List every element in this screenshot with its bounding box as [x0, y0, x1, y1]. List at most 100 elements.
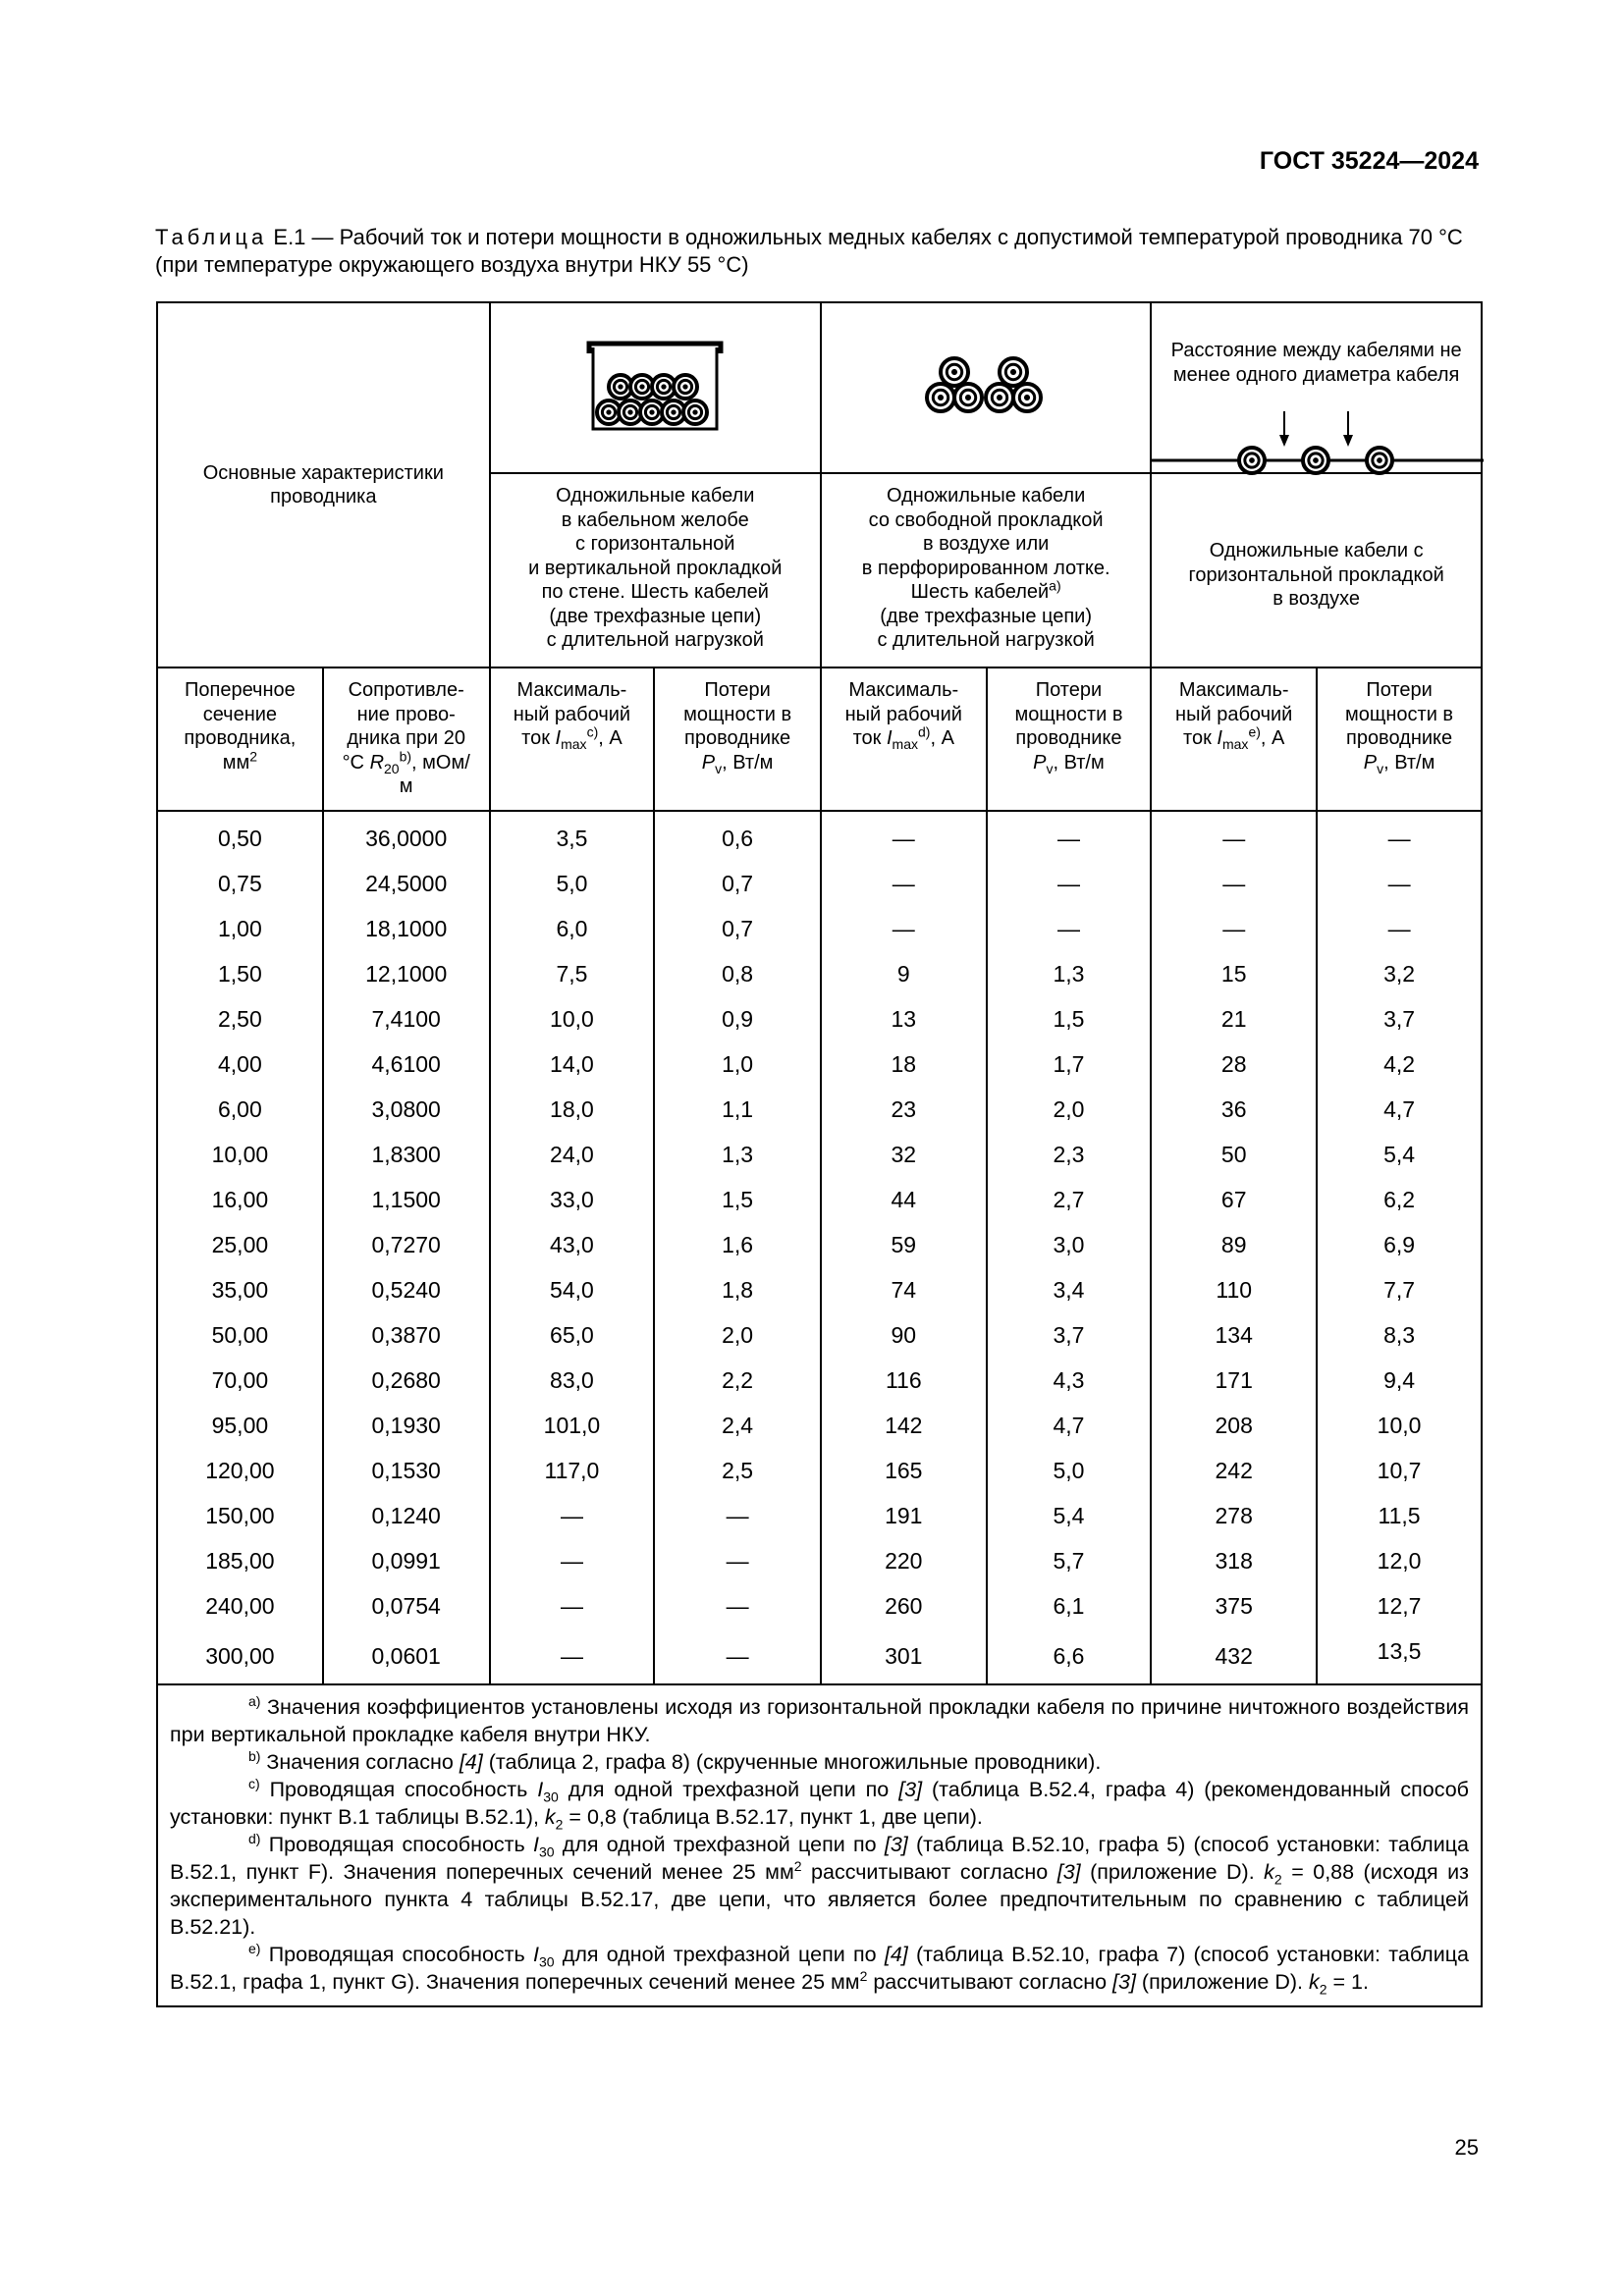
table-cell: 0,0754	[321, 1583, 491, 1629]
table-cell: 134	[1150, 1312, 1319, 1358]
table-row: 6,00 3,0800 18,0 1,1 23 2,0 36 4,7	[156, 1087, 1483, 1132]
table-row: 2,50 7,4100 10,0 0,9 13 1,5 21 3,7	[156, 996, 1483, 1041]
description-line: со свободной прокладкой	[868, 508, 1104, 531]
col-header-power-loss: Потери мощности в проводнике Pv, Вт/м	[653, 667, 822, 812]
caption-number: Е.1	[273, 225, 306, 249]
footnote: a) Значения коэффициентов установлены ис…	[170, 1692, 1469, 1746]
table-cell: 24,0	[488, 1132, 656, 1177]
col-header-power-loss: Потери мощности в проводнике Pv, Вт/м	[1316, 667, 1483, 812]
table-cell: 7,5	[488, 951, 656, 996]
table-row: 300,00 0,0601— —301 6,6 432 13,5	[156, 1629, 1483, 1684]
description-line: по стене. Шесть кабелей	[541, 581, 769, 603]
table-cell: 1,5	[653, 1177, 822, 1222]
table-cell: 6,6	[985, 1629, 1153, 1684]
table-cell: 4,00	[156, 1041, 324, 1087]
table-cell: 5,4	[1316, 1132, 1483, 1177]
table-cell: —	[653, 1629, 822, 1684]
table-cell: 89	[1150, 1222, 1319, 1267]
table-cell: 54,0	[488, 1267, 656, 1312]
description-line: Одножильные кабели	[556, 485, 755, 507]
description-line: с длительной нагрузкой	[546, 629, 764, 651]
table-cell: 117,0	[488, 1448, 656, 1493]
document-standard-number: ГОСТ 35224—2024	[1259, 147, 1479, 175]
table-cell: 1,0	[653, 1041, 822, 1087]
cable-tray-icon	[488, 301, 822, 474]
table-row: 50,00 0,3870 65,0 2,0 90 3,7 134 8,3	[156, 1312, 1483, 1358]
table-cell: 44	[819, 1177, 988, 1222]
table-row: 185,00 0,0991— —220 5,7 318 12,0	[156, 1538, 1483, 1583]
table-row: 150,00 0,1240— —191 5,4 278 11,5	[156, 1493, 1483, 1538]
table-cell: 2,0	[653, 1312, 822, 1358]
table-cell: 0,2680	[321, 1358, 491, 1403]
table-cell: 0,75	[156, 861, 324, 906]
table-cell: 0,0601	[321, 1629, 491, 1684]
table-cell: —	[1316, 861, 1483, 906]
table-cell: 6,0	[488, 906, 656, 951]
table-cell: 36,0000	[321, 811, 491, 861]
table-cell: 171	[1150, 1358, 1319, 1403]
description-line: с длительной нагрузкой	[877, 629, 1095, 651]
description-line: горизонтальной прокладкой	[1188, 563, 1444, 586]
table-cell: 5,7	[985, 1538, 1153, 1583]
table-cell: 2,7	[985, 1177, 1153, 1222]
table-cell: 432	[1150, 1629, 1319, 1684]
table-cell: 1,50	[156, 951, 324, 996]
table-cell: 4,7	[985, 1403, 1153, 1448]
table-cell: 12,7	[1316, 1583, 1483, 1629]
table-cell: —	[1316, 906, 1483, 951]
table-cell: 10,0	[488, 996, 656, 1041]
table-cell: 318	[1150, 1538, 1319, 1583]
table-cell: 6,1	[985, 1583, 1153, 1629]
table-row: 16,00 1,1500 33,0 1,5 44 2,7 67 6,2	[156, 1177, 1483, 1222]
table-cell: 150,00	[156, 1493, 324, 1538]
group-2-description: Одножильные кабели со свободной прокладко…	[819, 472, 1153, 668]
table-cell: 120,00	[156, 1448, 324, 1493]
table-cell: 6,00	[156, 1087, 324, 1132]
table-cell: 28	[1150, 1041, 1319, 1087]
table-cell: —	[985, 861, 1153, 906]
table-cell: 43,0	[488, 1222, 656, 1267]
table-cell: 95,00	[156, 1403, 324, 1448]
table-cell: —	[985, 811, 1153, 861]
description-line: (две трехфазные цепи)	[880, 605, 1093, 627]
table-cell: 18,1000	[321, 906, 491, 951]
caption-label: Таблица	[155, 225, 268, 249]
table-cell: 23	[819, 1087, 988, 1132]
table-row: 1,50 12,1000 7,5 0,8 9 1,3 15 3,2	[156, 951, 1483, 996]
table-row: 4,00 4,6100 14,0 1,0 18 1,7 28 4,2	[156, 1041, 1483, 1087]
table-cell: —	[653, 1538, 822, 1583]
table-cell: 6,9	[1316, 1222, 1483, 1267]
col-header-max-current: Максималь-ный рабочий ток Imaxc), А	[488, 667, 656, 812]
table-cell: 67	[1150, 1177, 1319, 1222]
table-cell: 2,5	[653, 1448, 822, 1493]
table-cell: 0,9	[653, 996, 822, 1041]
table-cell: 1,00	[156, 906, 324, 951]
table-cell: 191	[819, 1493, 988, 1538]
description-line: Одножильные кабели	[886, 485, 1086, 507]
table-cell: 0,1240	[321, 1493, 491, 1538]
description-line: Шесть кабелейa)	[910, 577, 1061, 603]
description-line: (две трехфазные цепи)	[549, 605, 762, 627]
table-cell: 1,8300	[321, 1132, 491, 1177]
table-cell: 3,2	[1316, 951, 1483, 996]
table-cell: 0,5240	[321, 1267, 491, 1312]
table-cell: —	[819, 906, 988, 951]
table-cell: 4,6100	[321, 1041, 491, 1087]
table-row: 95,00 0,1930 101,0 2,4 142 4,7 208 10,0	[156, 1403, 1483, 1448]
group-3-description: Одножильные кабели с горизонтальной прокл…	[1150, 472, 1483, 668]
table-cell: 9,4	[1316, 1358, 1483, 1403]
table-cell: 208	[1150, 1403, 1319, 1448]
table-cell: 50	[1150, 1132, 1319, 1177]
table-row: 10,00 1,8300 24,0 1,3 32 2,3 50 5,4	[156, 1132, 1483, 1177]
table-cell: —	[653, 1583, 822, 1629]
table-cell: 2,3	[985, 1132, 1153, 1177]
table-cell: 59	[819, 1222, 988, 1267]
table-row: 120,00 0,1530 117,0 2,5 165 5,0 242 10,7	[156, 1448, 1483, 1493]
description-line: в воздухе	[1272, 588, 1361, 611]
col-header-resistance: Сопротивле-ние прово-дника при 20 °С R20…	[321, 667, 491, 812]
table-cell: 260	[819, 1583, 988, 1629]
table-row: 1,00 18,1000 6,0 0,7— — — —	[156, 906, 1483, 951]
table-row: 0,75 24,5000 5,0 0,7— — — —	[156, 861, 1483, 906]
table-cell: 8,3	[1316, 1312, 1483, 1358]
table-cell: 24,5000	[321, 861, 491, 906]
